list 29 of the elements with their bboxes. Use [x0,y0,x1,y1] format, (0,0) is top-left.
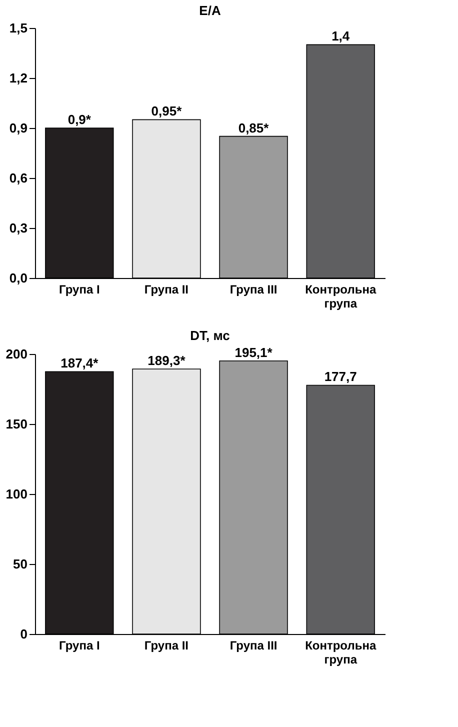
x-tick-label: Група I [59,282,100,296]
x-tick-label: Група III [230,638,278,652]
x-tick-label: Група II [144,282,189,296]
chart-title: E/A [199,3,222,18]
y-tick-label: 50 [13,556,28,572]
data-label: 0,95* [151,104,183,119]
y-tick-label: 0,6 [9,170,28,186]
y-tick-label: 0,9 [9,120,28,136]
x-tick-label: Група II [144,638,189,652]
y-tick-label: 0,0 [9,270,28,286]
data-label: 187,4* [60,356,100,371]
x-tick-label: Контрольна група [305,282,376,310]
y-tick-label: 200 [6,346,28,362]
y-tick-label: 1,5 [9,20,28,36]
data-label: 0,9* [68,112,92,127]
y-tick-label: 100 [6,486,28,502]
chart-title: DT, мс [190,328,230,343]
data-label: 189,3* [148,352,186,368]
data-label: 177,7 [324,369,357,384]
y-tick-label: 1,2 [9,70,28,86]
data-label: 195,1* [234,344,274,360]
y-tick-label: 0,3 [9,220,28,236]
y-tick-label: 0 [20,626,28,642]
y-tick-label: 150 [6,416,28,432]
x-tick-label: Контрольна група [305,638,376,666]
x-tick-label: Група I [59,638,100,652]
data-label: 1,4 [332,28,350,44]
data-label: 0,85* [238,120,270,136]
x-tick-label: Група III [230,282,278,296]
